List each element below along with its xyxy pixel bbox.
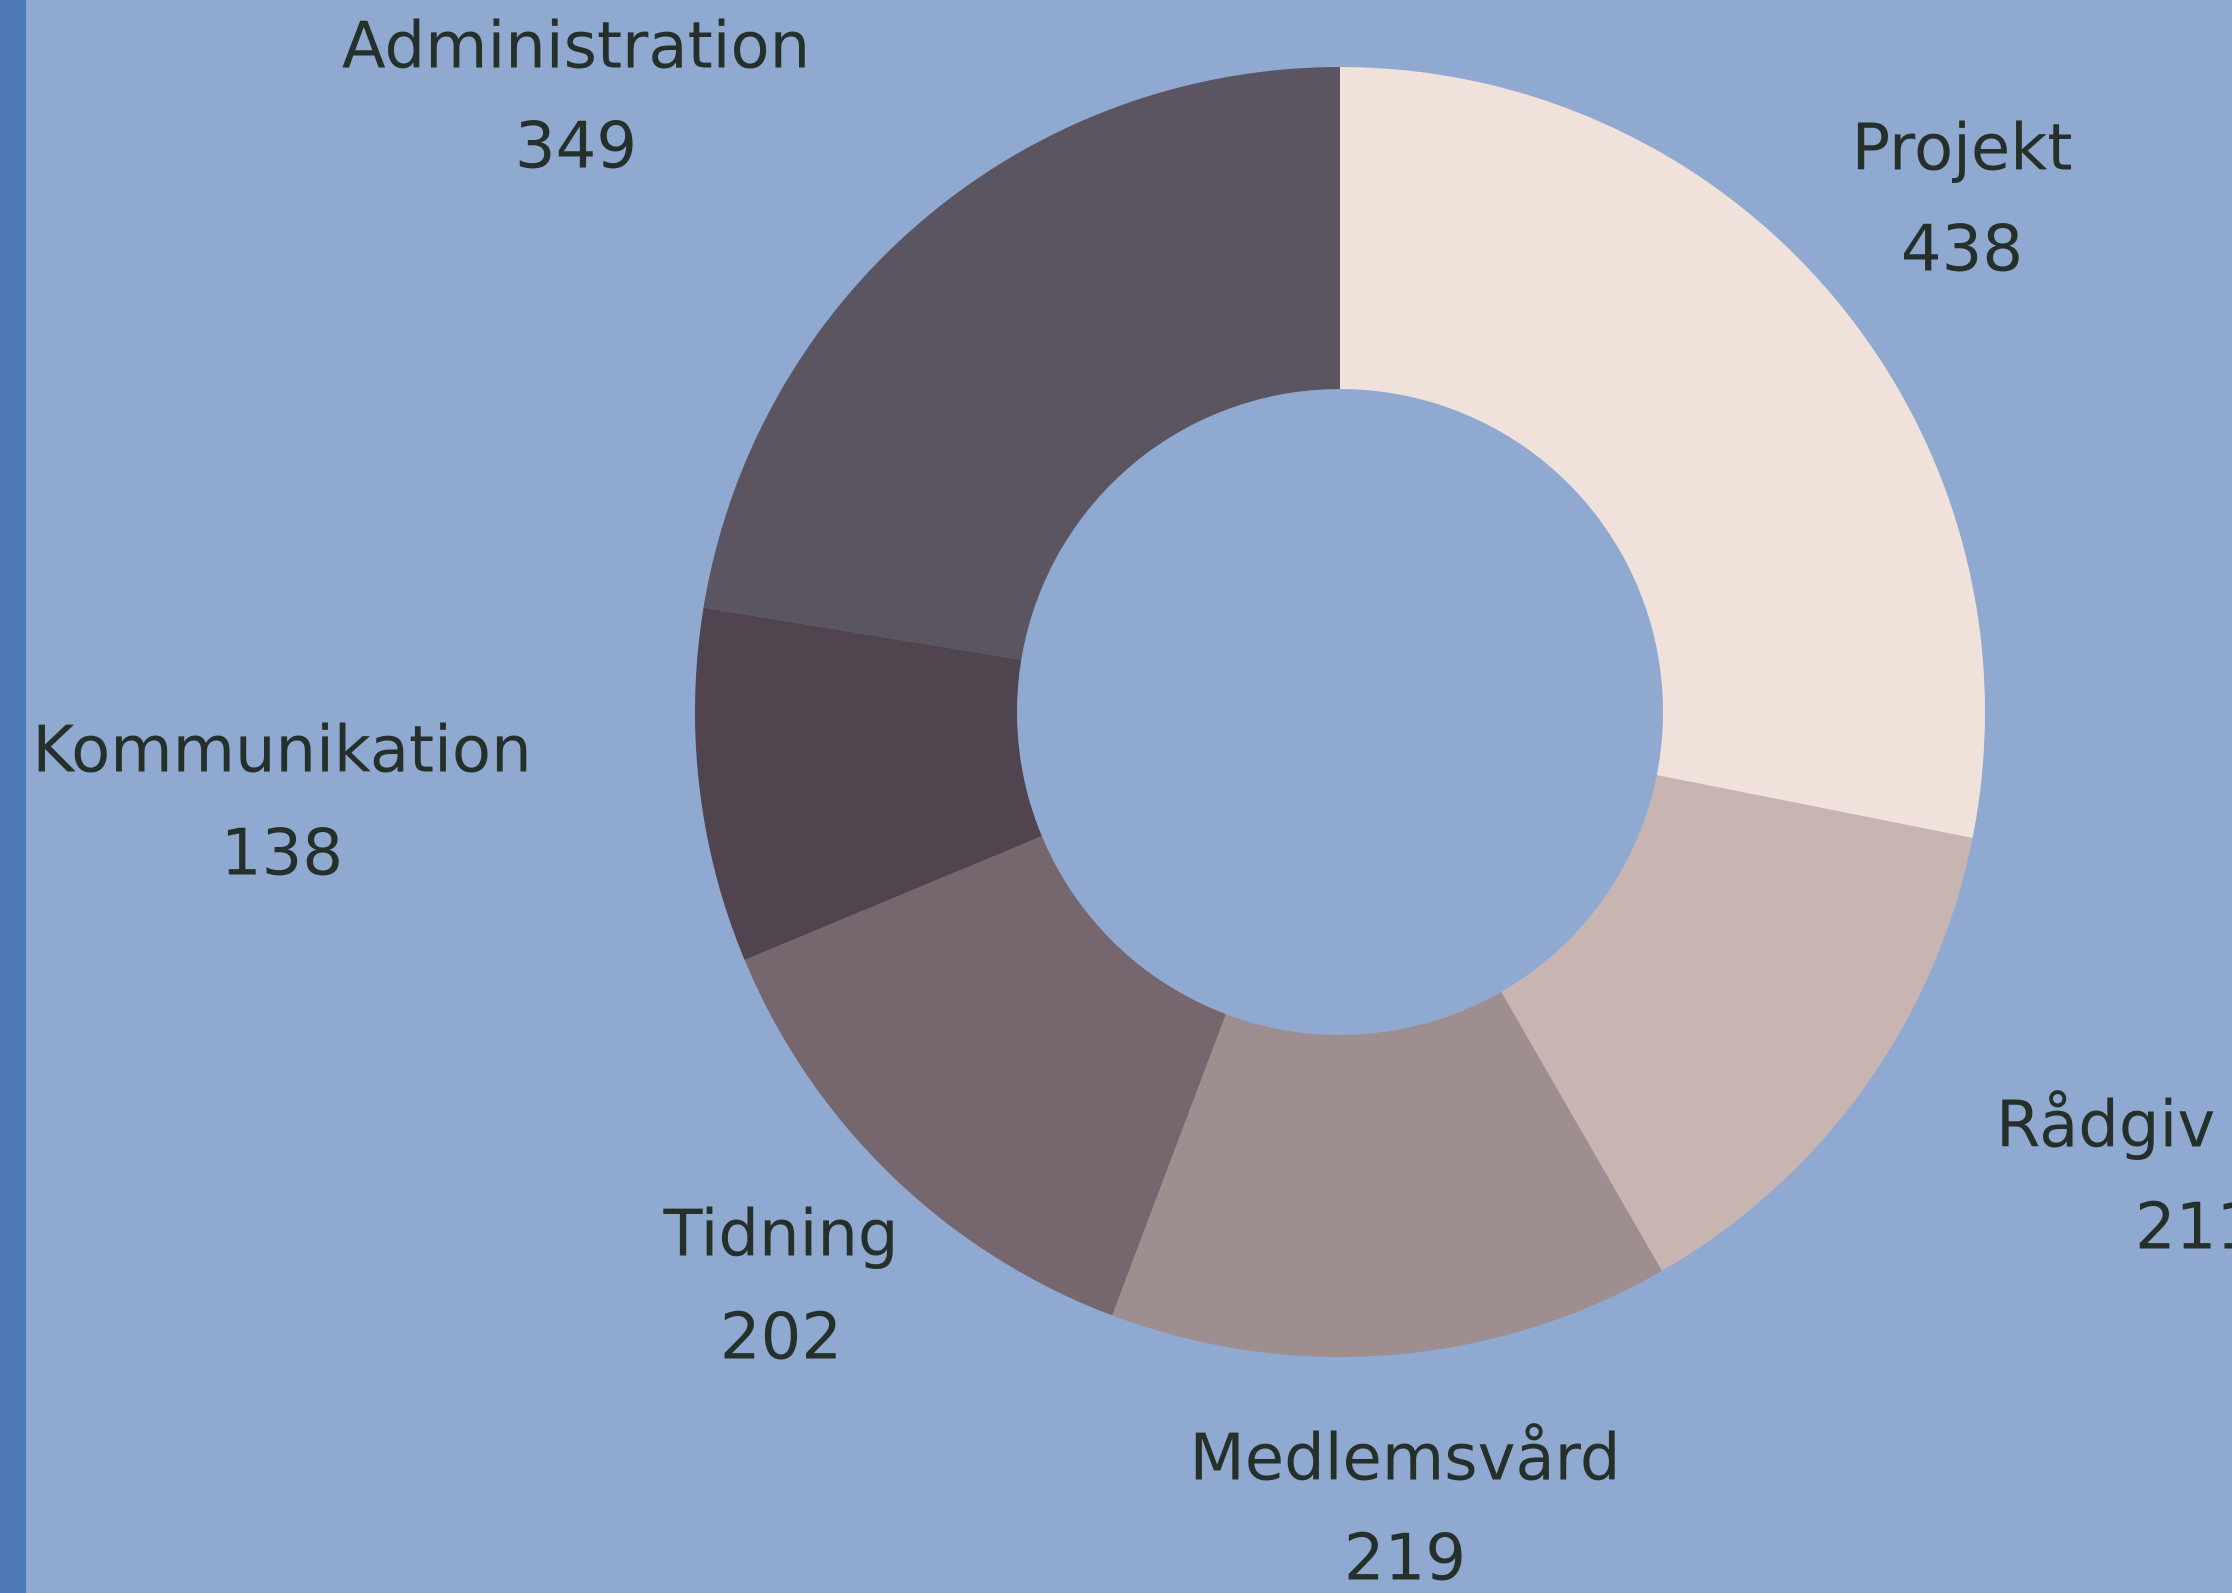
page: Projekt 438 Rådgiv 211 Medlemsvård 219 Tidning…	[0, 0, 2232, 1593]
slice-value: 202	[720, 1301, 842, 1375]
chart: Projekt 438 Rådgiv 211 Medlemsvård 219 Tidning…	[0, 0, 2232, 1593]
slice-label: Medlemsvård	[1190, 1422, 1621, 1496]
slice-label: Rådgiv	[1996, 1089, 2215, 1163]
slice-label: Kommunikation	[32, 714, 531, 788]
slice-label: Administration	[342, 10, 810, 84]
side-strip	[0, 0, 26, 1593]
slice-label: Projekt	[1852, 112, 2073, 186]
slice-value: 438	[1901, 213, 2023, 287]
slice-value: 349	[515, 110, 637, 184]
slice-value: 138	[221, 817, 343, 891]
slice-label: Tidning	[662, 1198, 898, 1272]
slice-value: 219	[1344, 1522, 1466, 1593]
slice-value: 211	[2135, 1191, 2232, 1265]
